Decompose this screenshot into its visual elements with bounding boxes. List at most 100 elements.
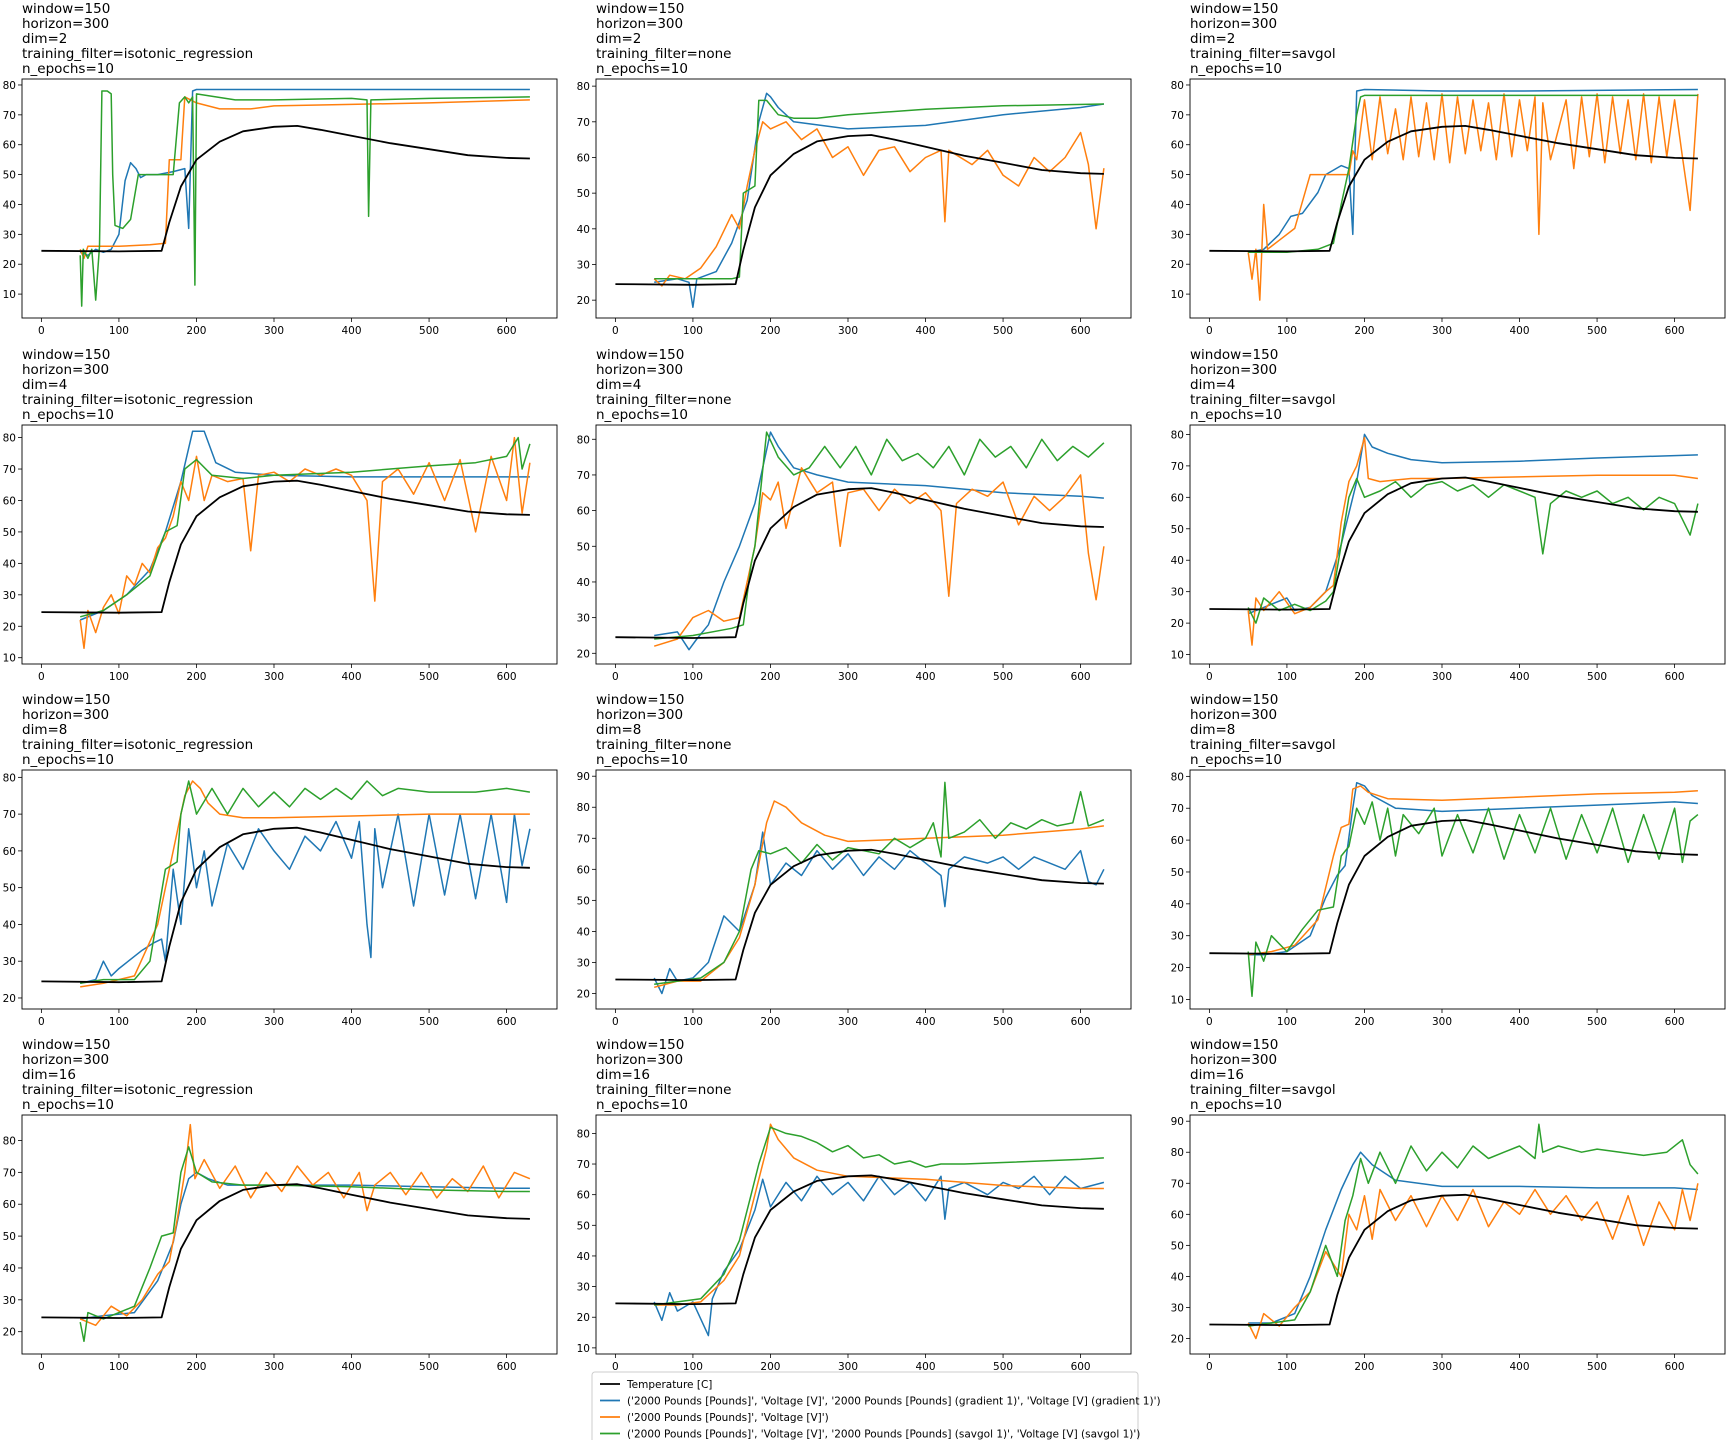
- x-tick-label: 100: [1277, 1016, 1297, 1028]
- series-line-gradient: [80, 813, 531, 985]
- x-tick-label: 400: [342, 1361, 362, 1373]
- x-tick-label: 300: [1432, 325, 1452, 337]
- subplot-title-line: training_filter=savgol: [1190, 1082, 1336, 1098]
- subplot-title-line: training_filter=none: [596, 1082, 731, 1098]
- x-tick-label: 600: [1071, 325, 1091, 337]
- series-line-temperature: [41, 125, 530, 253]
- subplot-title-line: horizon=300: [596, 16, 683, 32]
- series-line-savgol: [79, 1146, 530, 1343]
- series-line-gradient: [1247, 433, 1698, 615]
- y-tick-label: 80: [577, 434, 590, 446]
- subplot-6: window=150horizon=300dim=4training_filte…: [1171, 347, 1726, 683]
- y-tick-label: 90: [1171, 1116, 1184, 1128]
- x-tick-label: 200: [1354, 671, 1374, 683]
- y-tick-label: 60: [577, 152, 590, 164]
- y-tick-label: 40: [577, 1251, 590, 1263]
- x-tick-label: 200: [186, 325, 206, 337]
- y-tick-label: 90: [577, 771, 590, 783]
- y-tick-label: 20: [3, 259, 16, 271]
- y-tick-label: 50: [1171, 1240, 1184, 1252]
- x-tick-label: 100: [1277, 325, 1297, 337]
- x-tick-label: 300: [838, 325, 858, 337]
- x-tick-label: 0: [38, 1016, 45, 1028]
- series-line-plain: [79, 1123, 531, 1327]
- y-tick-label: 50: [1171, 524, 1184, 536]
- subplot-title-line: n_epochs=10: [22, 1097, 114, 1113]
- x-tick-label: 500: [419, 1016, 439, 1028]
- x-tick-label: 100: [109, 671, 129, 683]
- y-tick-label: 30: [577, 259, 590, 271]
- x-tick-label: 600: [497, 325, 517, 337]
- y-tick-label: 70: [3, 464, 16, 476]
- x-tick-label: 0: [38, 325, 45, 337]
- subplot-grid: window=150 horizon=300 dim=2 training_filte…: [3, 1, 1726, 1373]
- x-tick-label: 0: [38, 1361, 45, 1373]
- subplot-title-line: window=150: [596, 347, 684, 363]
- subplot-title-line: window=150: [22, 692, 110, 708]
- x-tick-label: 200: [760, 671, 780, 683]
- y-tick-label: 20: [3, 1327, 16, 1339]
- x-tick-label: 0: [612, 671, 619, 683]
- subplot-title-line: window=150: [1190, 1037, 1278, 1053]
- y-tick-label: 40: [1171, 1271, 1184, 1283]
- x-tick-label: 100: [683, 325, 703, 337]
- y-tick-label: 20: [577, 295, 590, 307]
- x-tick-label: 100: [683, 1361, 703, 1373]
- series-line-savgol: [654, 99, 1104, 280]
- legend-label-plain: ('2000 Pounds [Pounds]', 'Voltage [V]'): [627, 1412, 829, 1424]
- x-tick-label: 0: [1206, 671, 1213, 683]
- x-tick-label: 400: [342, 671, 362, 683]
- subplot-11: window=150horizon=300dim=16training_filt…: [577, 1037, 1132, 1373]
- y-tick-label: 70: [1171, 803, 1184, 815]
- series-line-savgol: [1247, 801, 1699, 998]
- series-line-plain: [654, 1123, 1104, 1306]
- x-tick-label: 200: [186, 1016, 206, 1028]
- subplot-title-line: n_epochs=10: [1190, 752, 1282, 768]
- y-tick-label: 70: [1171, 1178, 1184, 1190]
- y-tick-label: 30: [3, 1295, 16, 1307]
- series-line-gradient: [653, 831, 1105, 995]
- series-line-plain: [1248, 785, 1698, 956]
- subplot-title-line: dim=16: [1190, 1067, 1244, 1083]
- subplot-title-line: training_filter=none: [596, 737, 731, 753]
- subplot-3: window=150horizon=300dim=2training_filte…: [1171, 1, 1726, 337]
- series-line-gradient: [79, 88, 530, 257]
- subplot-title-line: dim=8: [22, 722, 67, 738]
- subplot-title-line: horizon=300: [22, 1052, 109, 1068]
- subplot-title-line: training_filter=isotonic_regression: [22, 392, 253, 408]
- x-tick-label: 600: [1665, 671, 1685, 683]
- x-tick-label: 400: [1510, 325, 1530, 337]
- series-line-temperature: [1209, 819, 1698, 955]
- y-tick-label: 70: [577, 1159, 590, 1171]
- x-tick-label: 300: [1432, 671, 1452, 683]
- x-tick-label: 200: [186, 671, 206, 683]
- y-tick-label: 40: [3, 1263, 16, 1275]
- subplot-title-line: dim=2: [22, 31, 67, 47]
- y-tick-label: 70: [577, 470, 590, 482]
- y-tick-label: 50: [3, 1231, 16, 1243]
- x-tick-label: 100: [1277, 1361, 1297, 1373]
- series-line-temperature: [615, 487, 1104, 639]
- x-tick-label: 500: [419, 671, 439, 683]
- x-tick-label: 400: [916, 1361, 936, 1373]
- y-tick-label: 10: [577, 1343, 590, 1355]
- series-line-savgol: [79, 90, 530, 307]
- x-tick-label: 0: [1206, 1016, 1213, 1028]
- series-line-temperature: [615, 134, 1104, 286]
- y-tick-label: 30: [1171, 1302, 1184, 1314]
- series-line-temperature: [1209, 1193, 1698, 1326]
- y-tick-label: 80: [577, 802, 590, 814]
- x-tick-label: 300: [264, 671, 284, 683]
- subplot-title-line: horizon=300: [1190, 362, 1277, 378]
- y-tick-label: 40: [577, 926, 590, 938]
- x-tick-label: 600: [1071, 671, 1091, 683]
- subplot-10: window=150horizon=300dim=16training_filt…: [3, 1037, 558, 1373]
- series-line-plain: [653, 121, 1105, 287]
- y-tick-label: 30: [577, 613, 590, 625]
- y-tick-label: 20: [1171, 963, 1184, 975]
- y-tick-label: 10: [1171, 289, 1184, 301]
- y-tick-label: 80: [3, 772, 16, 784]
- x-tick-label: 200: [186, 1361, 206, 1373]
- legend-label-savgol: ('2000 Pounds [Pounds]', 'Voltage [V]', …: [627, 1429, 1140, 1440]
